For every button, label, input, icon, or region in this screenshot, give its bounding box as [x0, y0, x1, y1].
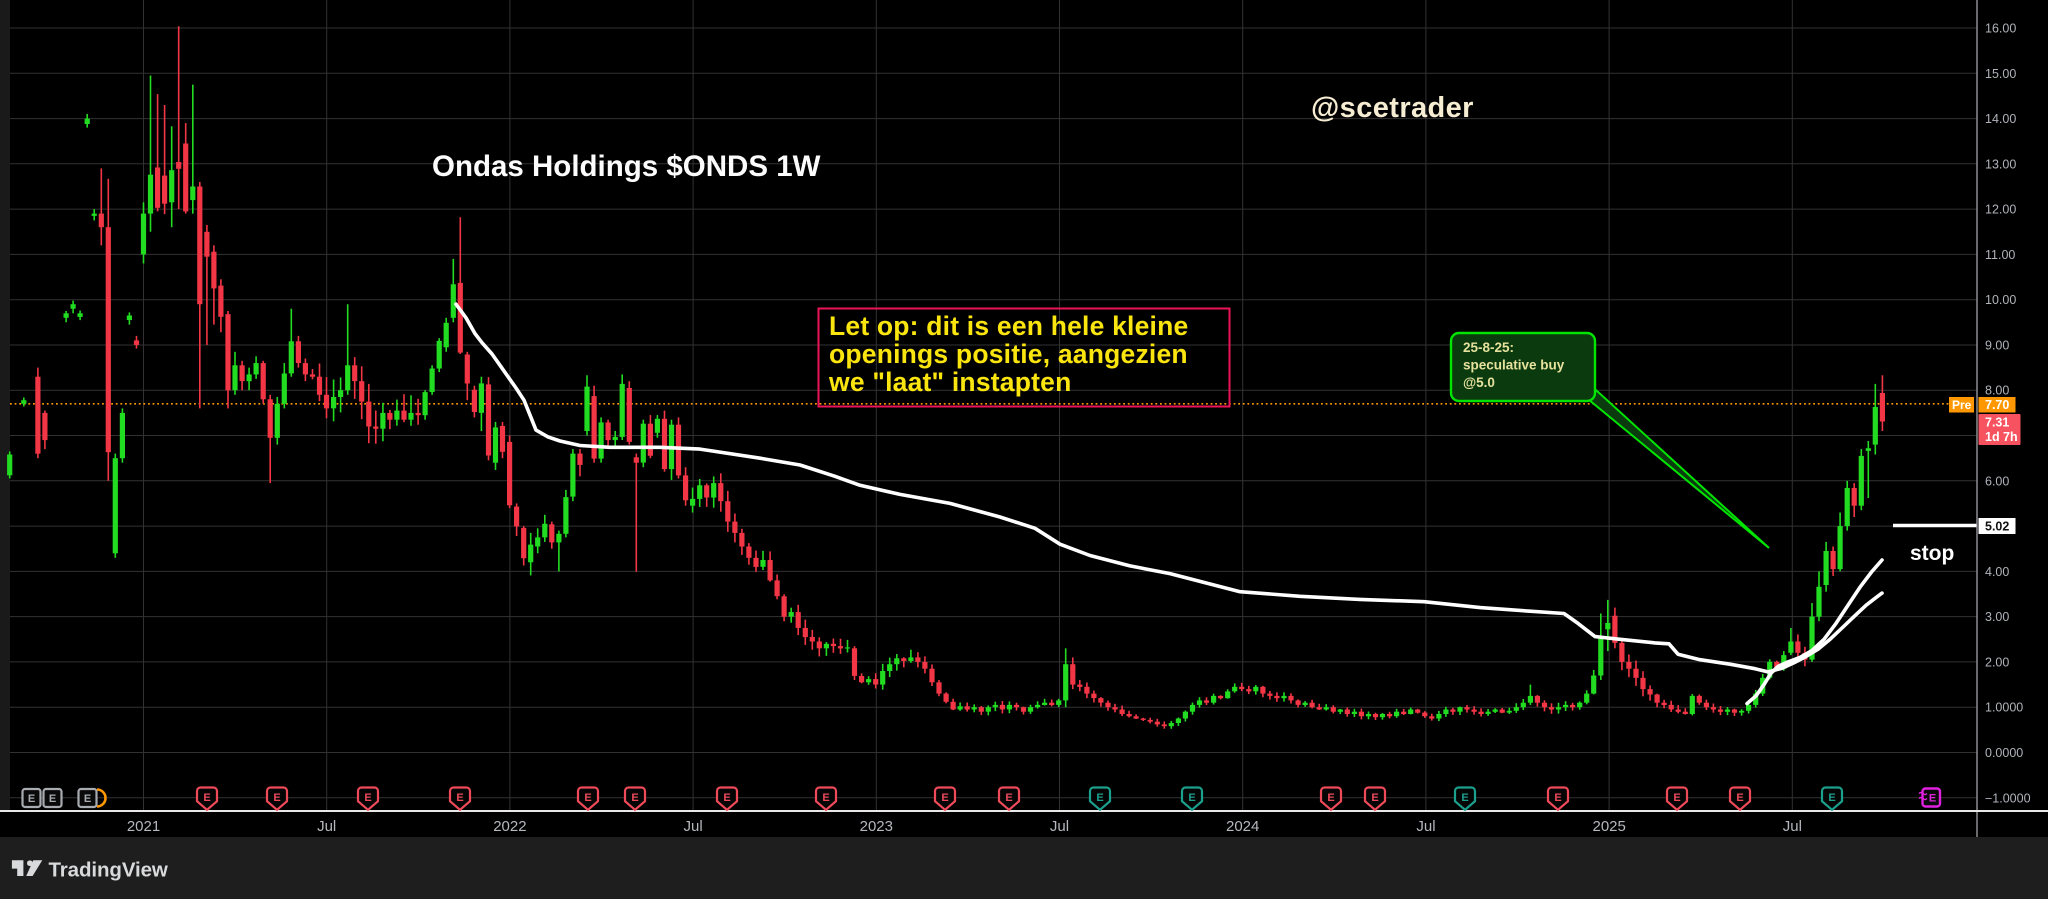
svg-text:E: E: [723, 792, 730, 804]
svg-text:4.00: 4.00: [1985, 565, 2009, 579]
svg-text:E: E: [1188, 792, 1195, 804]
svg-text:E: E: [1096, 792, 1103, 804]
svg-text:openings positie, aangezien: openings positie, aangezien: [829, 339, 1188, 369]
svg-text:Jul: Jul: [317, 818, 336, 835]
svg-text:E: E: [84, 793, 91, 805]
svg-text:speculative buy: speculative buy: [1463, 358, 1565, 373]
svg-text:1.0000: 1.0000: [1985, 701, 2023, 715]
svg-text:Jul: Jul: [684, 818, 703, 835]
svg-text:E: E: [1371, 792, 1378, 804]
svg-text:E: E: [1736, 792, 1743, 804]
svg-text:E: E: [1828, 792, 1835, 804]
svg-text:2.00: 2.00: [1985, 655, 2009, 669]
svg-text:E: E: [584, 792, 591, 804]
svg-text:5.02: 5.02: [1985, 520, 2009, 534]
svg-text:2021: 2021: [127, 818, 160, 835]
svg-text:E: E: [1461, 792, 1468, 804]
svg-text:E: E: [1005, 792, 1012, 804]
svg-text:E: E: [28, 793, 35, 805]
svg-text:@scetrader: @scetrader: [1311, 92, 1474, 124]
svg-text:Ondas Holdings $ONDS 1W: Ondas Holdings $ONDS 1W: [432, 150, 821, 183]
svg-text:E: E: [822, 792, 829, 804]
svg-text:E: E: [456, 792, 463, 804]
svg-text:2023: 2023: [860, 818, 893, 835]
svg-text:we "laat" instapten: we "laat" instapten: [828, 367, 1071, 397]
svg-text:1d 7h: 1d 7h: [1985, 430, 2018, 444]
svg-text:Jul: Jul: [1783, 818, 1802, 835]
svg-text:2022: 2022: [493, 818, 526, 835]
svg-text:7.31: 7.31: [1985, 416, 2009, 430]
svg-text:E: E: [364, 792, 371, 804]
svg-text:3.00: 3.00: [1985, 610, 2009, 624]
svg-text:8.00: 8.00: [1985, 384, 2009, 398]
svg-text:E: E: [203, 792, 210, 804]
svg-text:E: E: [49, 793, 56, 805]
svg-text:13.00: 13.00: [1985, 157, 2016, 171]
svg-text:E: E: [631, 792, 638, 804]
svg-text:Pre: Pre: [1952, 398, 1972, 412]
svg-text:25-8-25:: 25-8-25:: [1463, 340, 1514, 355]
svg-text:E: E: [273, 792, 280, 804]
svg-text:@5.0: @5.0: [1463, 375, 1495, 390]
svg-text:12.00: 12.00: [1985, 203, 2016, 217]
svg-text:Let op: dit is een hele kleine: Let op: dit is een hele kleine: [829, 311, 1188, 341]
svg-text:14.00: 14.00: [1985, 112, 2016, 126]
svg-text:11.00: 11.00: [1985, 248, 2015, 262]
svg-text:E: E: [1929, 793, 1936, 805]
svg-text:7.70: 7.70: [1985, 398, 2009, 412]
svg-text:6.00: 6.00: [1985, 474, 2009, 488]
svg-text:15.00: 15.00: [1985, 67, 2016, 81]
svg-text:10.00: 10.00: [1985, 293, 2016, 307]
svg-text:16.00: 16.00: [1985, 22, 2016, 36]
svg-text:Jul: Jul: [1050, 818, 1069, 835]
svg-text:TradingView: TradingView: [49, 859, 168, 882]
svg-text:E: E: [1327, 792, 1334, 804]
svg-text:E: E: [941, 792, 948, 804]
svg-text:E: E: [1554, 792, 1561, 804]
svg-text:2025: 2025: [1593, 818, 1626, 835]
svg-text:2024: 2024: [1226, 818, 1259, 835]
svg-text:stop: stop: [1910, 542, 1954, 565]
svg-text:Jul: Jul: [1416, 818, 1435, 835]
svg-text:E: E: [1673, 792, 1680, 804]
svg-text:9.00: 9.00: [1985, 339, 2009, 353]
svg-text:−1.0000: −1.0000: [1985, 791, 2031, 805]
svg-text:0.0000: 0.0000: [1985, 746, 2023, 760]
